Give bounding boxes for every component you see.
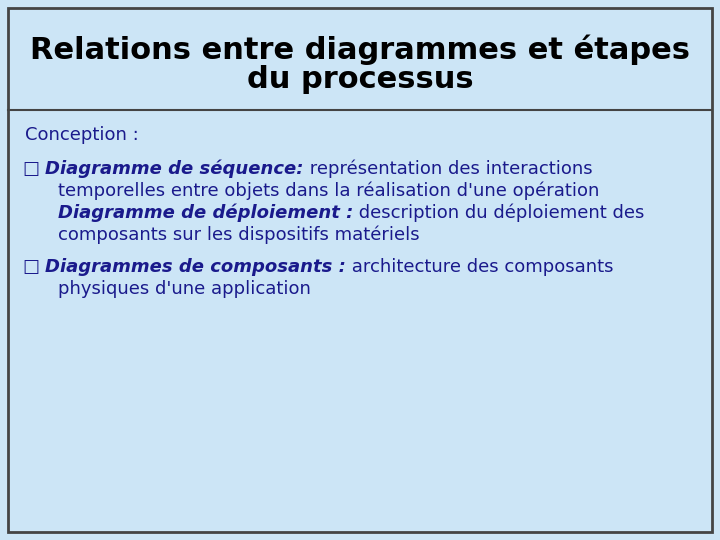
- Text: Relations entre diagrammes et étapes: Relations entre diagrammes et étapes: [30, 35, 690, 65]
- Text: temporelles entre objets dans la réalisation d'une opération: temporelles entre objets dans la réalisa…: [58, 182, 599, 200]
- Text: Diagramme de déploiement :: Diagramme de déploiement :: [58, 204, 354, 222]
- Text: Diagramme de séquence:: Diagramme de séquence:: [45, 160, 304, 179]
- Text: □: □: [22, 160, 39, 178]
- Text: architecture des composants: architecture des composants: [346, 258, 613, 276]
- FancyBboxPatch shape: [8, 8, 712, 532]
- Text: du processus: du processus: [247, 65, 473, 94]
- Text: description du déploiement des: description du déploiement des: [354, 204, 644, 222]
- Text: représentation des interactions: représentation des interactions: [304, 160, 592, 179]
- Text: □: □: [22, 258, 39, 276]
- Text: Diagrammes de composants :: Diagrammes de composants :: [45, 258, 346, 276]
- Text: physiques d'une application: physiques d'une application: [58, 280, 311, 298]
- Text: Conception :: Conception :: [25, 126, 139, 144]
- Text: composants sur les dispositifs matériels: composants sur les dispositifs matériels: [58, 226, 420, 245]
